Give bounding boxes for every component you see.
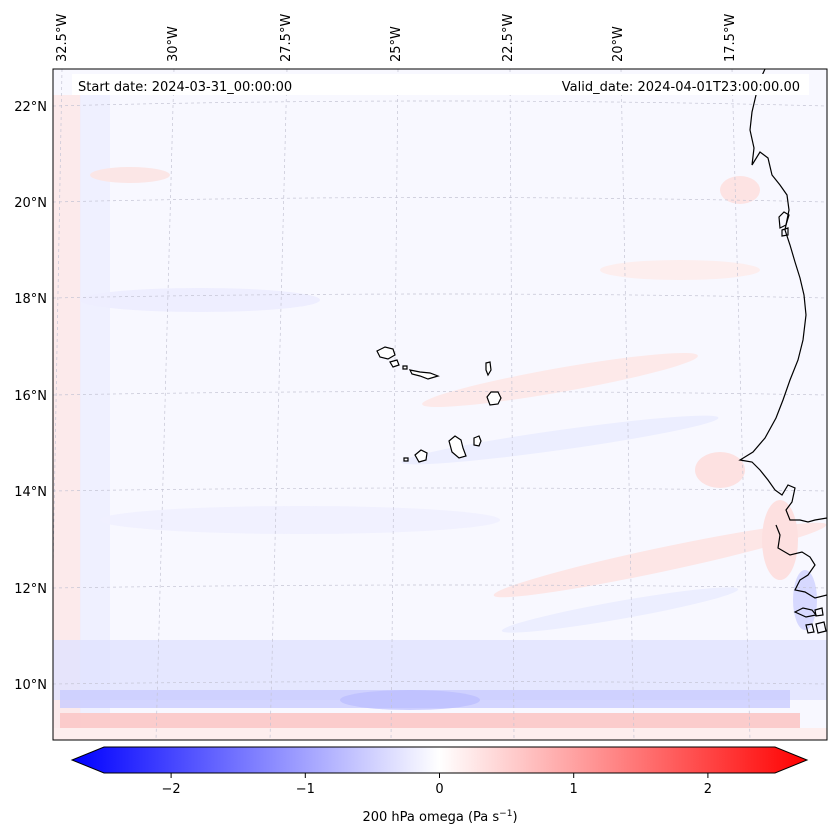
longitude-labels: 32.5°W 30°W 27.5°W 25°W 22.5°W 20°W 17.5… (55, 14, 738, 62)
island-santa-luzia (402, 365, 408, 370)
island-maio (473, 435, 482, 447)
date-info-box (72, 74, 809, 95)
colorbar-ticks: −2 −1 0 1 2 (162, 773, 712, 797)
colorbar-tick-label: −1 (296, 782, 315, 797)
lat-label: 20°N (14, 196, 47, 211)
lon-label: 22.5°W (501, 14, 516, 62)
lat-label: 10°N (14, 678, 47, 693)
valid-date: Valid_date: 2024-04-01T23:00:00.00 (562, 80, 800, 95)
africa-coastline (738, 69, 827, 634)
lat-label: 16°N (14, 389, 47, 404)
colorbar-tick-label: −2 (162, 782, 181, 797)
lon-label: 27.5°W (279, 14, 294, 62)
colorbar-tick-label: 0 (435, 782, 443, 797)
start-date: Start date: 2024-03-31_00:00:00 (78, 80, 292, 95)
island-santo-antao (376, 346, 396, 360)
latitude-labels: 22°N 20°N 18°N 16°N 14°N 12°N 10°N (14, 100, 47, 693)
map-panel (53, 69, 827, 740)
lat-label: 14°N (14, 485, 47, 500)
island-boa-vista (486, 391, 502, 406)
omega-field (53, 95, 827, 740)
lon-label: 17.5°W (723, 14, 738, 62)
island-sao-vicente (389, 359, 400, 368)
island-santiago (448, 435, 467, 459)
colorbar-tick-label: 2 (704, 782, 712, 797)
lon-label: 25°W (389, 26, 404, 62)
lon-label: 32.5°W (55, 14, 70, 62)
lat-label: 18°N (14, 292, 47, 307)
colorbar-tick-label: 1 (570, 782, 578, 797)
lon-label: 20°W (611, 26, 626, 62)
graticule (53, 69, 827, 740)
island-sal (485, 361, 492, 377)
map-frame (52, 68, 828, 741)
cape-verde-islands (376, 346, 502, 463)
island-fogo (414, 449, 428, 463)
colorbar-label: 200 hPa omega (Pa s−1) (362, 809, 517, 825)
island-brava (403, 457, 409, 462)
lon-label: 30°W (166, 26, 181, 62)
lat-label: 22°N (14, 100, 47, 115)
island-sao-nicolau (408, 369, 440, 380)
colorbar-bar (70, 746, 809, 774)
lat-label: 12°N (14, 582, 47, 597)
colorbar: −2 −1 0 1 2 200 hPa omega (Pa s−1) (70, 746, 809, 825)
